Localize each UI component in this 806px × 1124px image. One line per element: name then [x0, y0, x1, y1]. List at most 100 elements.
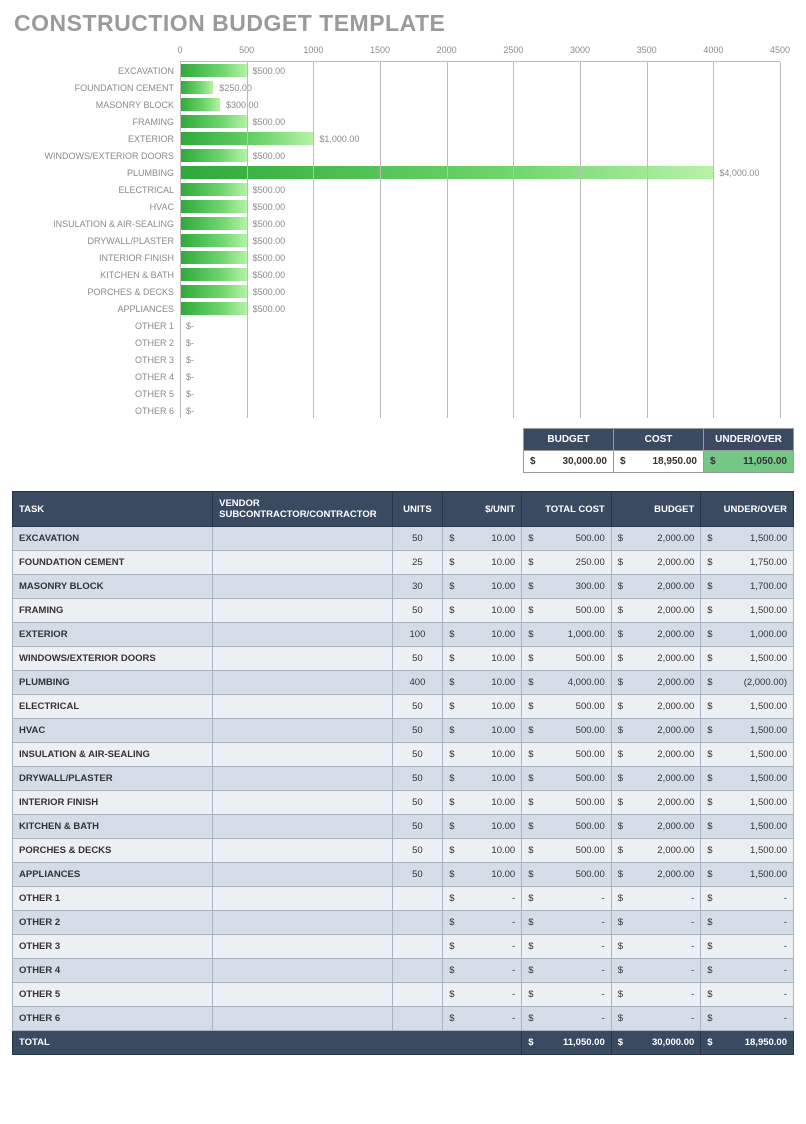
chart-row-label: FRAMING: [133, 117, 181, 127]
table-cell: $1,500.00: [701, 695, 794, 719]
cell-vendor: [213, 815, 393, 839]
table-cell: $500.00: [522, 599, 612, 623]
table-cell: $-: [443, 959, 522, 983]
chart-row: KITCHEN & BATH$500.00: [180, 266, 780, 283]
table-cell: $2,000.00: [611, 719, 701, 743]
chart-bar: [180, 149, 247, 162]
chart-tick: 1000: [303, 45, 323, 55]
table-cell: $10.00: [443, 863, 522, 887]
chart-row: ELECTRICAL$500.00: [180, 181, 780, 198]
chart-bar-value: $500.00: [247, 219, 286, 229]
table-header-row: TASK VENDOR SUBCONTRACTOR/CONTRACTOR UNI…: [13, 492, 794, 527]
cell-task: DRYWALL/PLASTER: [13, 767, 213, 791]
table-row: OTHER 2$-$-$-$-: [13, 911, 794, 935]
budget-table: TASK VENDOR SUBCONTRACTOR/CONTRACTOR UNI…: [12, 491, 794, 1055]
chart-row: HVAC$500.00: [180, 198, 780, 215]
table-body: EXCAVATION50$10.00$500.00$2,000.00$1,500…: [13, 527, 794, 1055]
col-unit-price: $/UNIT: [443, 492, 522, 527]
table-cell: $-: [522, 935, 612, 959]
table-row: INTERIOR FINISH50$10.00$500.00$2,000.00$…: [13, 791, 794, 815]
table-cell: $-: [701, 959, 794, 983]
cell-task: PLUMBING: [13, 671, 213, 695]
chart-bar-value: $500.00: [247, 304, 286, 314]
table-cell: $1,500.00: [701, 791, 794, 815]
chart-row-label: FOUNDATION CEMENT: [75, 83, 180, 93]
table-cell: $10.00: [443, 719, 522, 743]
chart-row-label: OTHER 3: [135, 355, 180, 365]
chart-row: INSULATION & AIR-SEALING$500.00: [180, 215, 780, 232]
chart-row: OTHER 3$-: [180, 351, 780, 368]
table-cell: $-: [701, 1007, 794, 1031]
table-cell: $-: [522, 959, 612, 983]
table-cell: $10.00: [443, 671, 522, 695]
cell-units: 50: [392, 863, 443, 887]
chart-gridline: [580, 62, 581, 418]
chart-bar-value: $500.00: [247, 117, 286, 127]
cell-vendor: [213, 839, 393, 863]
table-cell: $500.00: [522, 695, 612, 719]
chart-gridline: [780, 62, 781, 418]
table-row: OTHER 4$-$-$-$-: [13, 959, 794, 983]
cell-vendor: [213, 959, 393, 983]
chart-row: FRAMING$500.00: [180, 113, 780, 130]
chart-bar-value: $4,000.00: [713, 168, 759, 178]
cell-units: [392, 959, 443, 983]
table-cell: $-: [611, 983, 701, 1007]
table-cell: $10.00: [443, 599, 522, 623]
chart-row: INTERIOR FINISH$500.00: [180, 249, 780, 266]
table-cell: $500.00: [522, 647, 612, 671]
cell-vendor: [213, 983, 393, 1007]
cell-units: 50: [392, 815, 443, 839]
chart-bar: [180, 81, 213, 94]
cell-units: [392, 1007, 443, 1031]
table-cell: $1,750.00: [701, 551, 794, 575]
table-cell: $500.00: [522, 791, 612, 815]
cell-units: 50: [392, 647, 443, 671]
table-cell: $500.00: [522, 743, 612, 767]
table-row: OTHER 1$-$-$-$-: [13, 887, 794, 911]
cell-units: [392, 911, 443, 935]
cell-units: [392, 983, 443, 1007]
cell-units: 50: [392, 791, 443, 815]
cell-units: 50: [392, 695, 443, 719]
chart-bar-value: $500.00: [247, 236, 286, 246]
table-cell: $10.00: [443, 743, 522, 767]
chart-row-label: OTHER 4: [135, 372, 180, 382]
chart-row: PORCHES & DECKS$500.00: [180, 283, 780, 300]
table-row: OTHER 5$-$-$-$-: [13, 983, 794, 1007]
table-cell: $500.00: [522, 863, 612, 887]
chart-bar: [180, 98, 220, 111]
chart-row-label: INSULATION & AIR-SEALING: [53, 219, 180, 229]
cell-vendor: [213, 719, 393, 743]
table-cell: $-: [611, 911, 701, 935]
cell-task: OTHER 2: [13, 911, 213, 935]
table-cell: $2,000.00: [611, 839, 701, 863]
table-row: APPLIANCES50$10.00$500.00$2,000.00$1,500…: [13, 863, 794, 887]
cell-units: 50: [392, 719, 443, 743]
cost-bar-chart: 050010001500200025003000350040004500 EXC…: [180, 45, 780, 418]
cell-task: OTHER 3: [13, 935, 213, 959]
summary-header-budget: BUDGET: [524, 429, 614, 451]
chart-tick: 2500: [503, 45, 523, 55]
chart-bar-value: $-: [180, 406, 194, 416]
table-cell: $2,000.00: [611, 695, 701, 719]
table-row: EXTERIOR100$10.00$1,000.00$2,000.00$1,00…: [13, 623, 794, 647]
table-cell: $2,000.00: [611, 551, 701, 575]
chart-bar-value: $300.00: [220, 100, 259, 110]
chart-gridline: [180, 62, 181, 418]
table-cell: $250.00: [522, 551, 612, 575]
cell-vendor: [213, 1007, 393, 1031]
chart-row-label: KITCHEN & BATH: [100, 270, 180, 280]
chart-bar: [180, 183, 247, 196]
chart-gridline: [313, 62, 314, 418]
chart-bar-value: $500.00: [247, 287, 286, 297]
table-cell: $10.00: [443, 815, 522, 839]
chart-bar-value: $500.00: [247, 66, 286, 76]
chart-tick: 3500: [637, 45, 657, 55]
cell-task: OTHER 1: [13, 887, 213, 911]
chart-row: APPLIANCES$500.00: [180, 300, 780, 317]
table-row: EXCAVATION50$10.00$500.00$2,000.00$1,500…: [13, 527, 794, 551]
table-cell: $-: [611, 1007, 701, 1031]
chart-row-label: WINDOWS/EXTERIOR DOORS: [44, 151, 180, 161]
chart-tick: 2000: [437, 45, 457, 55]
